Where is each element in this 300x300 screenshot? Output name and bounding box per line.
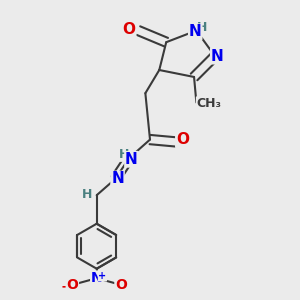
Text: N: N — [125, 152, 138, 167]
Text: O: O — [115, 278, 127, 292]
Text: O: O — [66, 278, 78, 292]
Text: N: N — [91, 271, 103, 285]
Text: H: H — [197, 21, 207, 34]
Text: CH₃: CH₃ — [196, 97, 222, 110]
Text: H: H — [119, 148, 130, 161]
Text: H: H — [82, 188, 93, 201]
Text: −: − — [61, 279, 72, 293]
Text: O: O — [176, 132, 189, 147]
Text: N: N — [189, 24, 202, 39]
Text: N: N — [211, 49, 224, 64]
Text: O: O — [123, 22, 136, 37]
Text: +: + — [98, 271, 106, 281]
Text: N: N — [111, 172, 124, 187]
